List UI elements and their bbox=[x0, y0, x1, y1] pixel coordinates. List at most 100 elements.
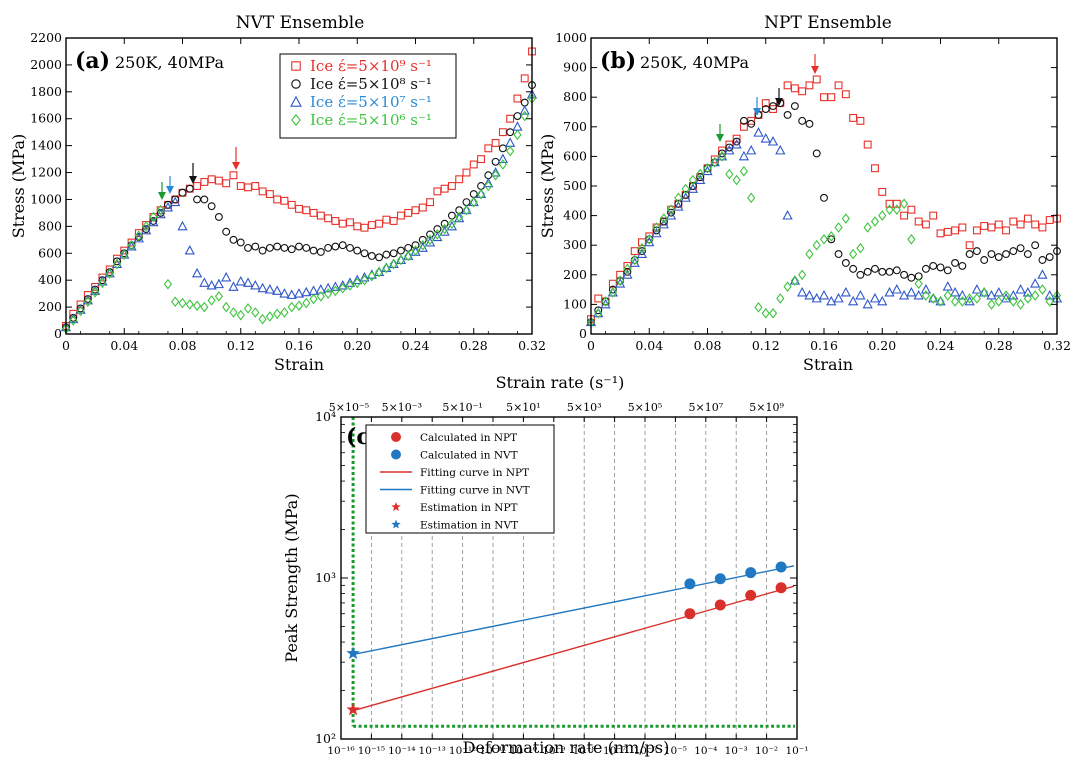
x-tick-label: 10⁻² bbox=[755, 745, 778, 757]
data-point bbox=[1038, 256, 1047, 264]
calculated-point bbox=[775, 561, 787, 573]
data-point bbox=[382, 215, 391, 224]
data-point bbox=[863, 222, 872, 233]
data-point bbox=[936, 296, 945, 307]
y-tick-label: 600 bbox=[563, 148, 587, 163]
data-point bbox=[659, 217, 668, 226]
data-point bbox=[841, 259, 850, 267]
data-point bbox=[914, 217, 923, 226]
data-point bbox=[264, 284, 275, 294]
data-point bbox=[834, 81, 843, 90]
y-tick-label: 10² bbox=[315, 731, 336, 746]
data-point bbox=[972, 247, 981, 256]
data-point bbox=[425, 234, 435, 246]
data-point bbox=[775, 144, 786, 155]
data-point bbox=[382, 250, 391, 259]
data-point bbox=[885, 204, 894, 215]
data-point bbox=[309, 293, 318, 305]
data-point bbox=[244, 183, 252, 192]
x-tick-label: 0.16 bbox=[285, 338, 313, 353]
panel-b-title: NPT Ensemble bbox=[764, 13, 892, 33]
data-point bbox=[244, 243, 252, 252]
estimation-star bbox=[346, 646, 360, 660]
data-point bbox=[229, 307, 238, 318]
data-point bbox=[344, 277, 356, 287]
y-tick-label: 500 bbox=[563, 178, 587, 193]
data-point bbox=[767, 136, 779, 146]
data-point bbox=[395, 254, 407, 264]
data-point bbox=[221, 271, 232, 282]
data-point bbox=[331, 217, 340, 225]
data-point bbox=[447, 211, 456, 220]
data-point bbox=[638, 247, 646, 256]
data-point bbox=[178, 188, 187, 197]
panel-c-top-axis-label: Strain rate (s⁻¹) bbox=[496, 373, 625, 392]
calculated-point bbox=[745, 567, 757, 579]
data-point bbox=[148, 216, 159, 227]
data-point bbox=[286, 289, 297, 299]
data-point bbox=[222, 227, 231, 236]
data-point bbox=[461, 204, 472, 215]
data-point bbox=[484, 171, 493, 180]
data-point bbox=[498, 159, 507, 170]
data-point bbox=[782, 210, 793, 220]
legend-box bbox=[279, 53, 457, 139]
data-point bbox=[994, 296, 1003, 307]
data-point bbox=[841, 90, 850, 99]
data-point bbox=[149, 211, 158, 223]
y-tick-label: 700 bbox=[563, 119, 587, 134]
data-point bbox=[207, 295, 216, 306]
data-point bbox=[193, 195, 202, 204]
x-tick-label: 10⁻¹⁵ bbox=[358, 745, 385, 757]
y-tick-label: 2200 bbox=[30, 30, 62, 45]
data-point bbox=[287, 245, 296, 254]
calculated-point bbox=[775, 582, 787, 594]
data-point bbox=[826, 295, 837, 306]
data-point bbox=[367, 252, 376, 260]
data-point bbox=[877, 295, 888, 306]
x-tick-label: 10⁻⁵ bbox=[664, 745, 687, 757]
top-tick-label: 5×10⁷ bbox=[688, 401, 723, 414]
data-point bbox=[1002, 226, 1010, 235]
data-point bbox=[309, 246, 318, 255]
data-point bbox=[710, 157, 719, 168]
data-point bbox=[519, 105, 530, 115]
data-point bbox=[273, 242, 282, 251]
data-point bbox=[426, 230, 435, 239]
data-point bbox=[666, 204, 676, 215]
data-point bbox=[929, 211, 938, 220]
data-point bbox=[403, 250, 414, 260]
panel-c-y-axis-label: Peak Strength (MPa) bbox=[282, 493, 301, 662]
data-point bbox=[491, 138, 500, 147]
data-point bbox=[331, 242, 340, 251]
x-tick-label: 0.12 bbox=[752, 338, 780, 353]
data-point bbox=[251, 242, 260, 251]
data-point bbox=[871, 264, 879, 273]
data-point bbox=[783, 81, 792, 90]
data-point bbox=[856, 242, 865, 254]
legend-entry: Calculated in NVT bbox=[420, 450, 518, 462]
data-point bbox=[120, 249, 129, 260]
data-point bbox=[338, 219, 347, 228]
data-point bbox=[111, 258, 123, 268]
data-point bbox=[680, 192, 691, 202]
data-point bbox=[856, 116, 865, 125]
data-point bbox=[483, 177, 494, 188]
data-point bbox=[958, 261, 967, 270]
data-point bbox=[862, 298, 873, 309]
data-point bbox=[665, 210, 677, 220]
data-point bbox=[1023, 250, 1032, 259]
series-square bbox=[587, 75, 1061, 324]
data-point bbox=[943, 227, 952, 236]
data-point bbox=[199, 277, 210, 287]
data-point bbox=[871, 164, 879, 173]
data-point bbox=[337, 280, 348, 290]
legend-entry: Calculated in NPT bbox=[420, 432, 517, 444]
data-point bbox=[127, 239, 136, 251]
legend-marker bbox=[291, 61, 301, 71]
data-point bbox=[76, 305, 85, 317]
data-point bbox=[760, 133, 771, 143]
x-tick-label: 10⁻⁶ bbox=[633, 745, 656, 757]
